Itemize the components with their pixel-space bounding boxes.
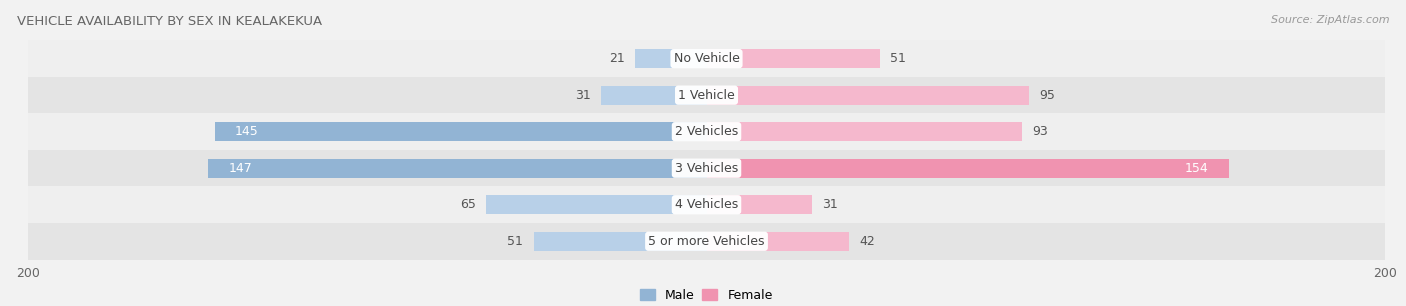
Text: 154: 154 — [1185, 162, 1209, 175]
Bar — [486, 195, 707, 214]
Text: 42: 42 — [859, 235, 875, 248]
Bar — [533, 232, 707, 251]
Text: 147: 147 — [228, 162, 252, 175]
Bar — [707, 49, 880, 68]
Bar — [208, 159, 707, 178]
Bar — [215, 122, 707, 141]
Bar — [28, 186, 1385, 223]
Bar — [636, 49, 707, 68]
Text: VEHICLE AVAILABILITY BY SEX IN KEALAKEKUA: VEHICLE AVAILABILITY BY SEX IN KEALAKEKU… — [17, 15, 322, 28]
Text: 93: 93 — [1032, 125, 1047, 138]
Bar — [28, 223, 1385, 259]
Bar — [707, 122, 1022, 141]
Text: 21: 21 — [609, 52, 626, 65]
Text: 51: 51 — [890, 52, 905, 65]
Text: 65: 65 — [460, 198, 475, 211]
Text: 145: 145 — [235, 125, 259, 138]
Text: Source: ZipAtlas.com: Source: ZipAtlas.com — [1271, 15, 1389, 25]
Legend: Male, Female: Male, Female — [636, 284, 778, 306]
Bar — [707, 86, 1029, 105]
Bar — [602, 86, 707, 105]
Text: 31: 31 — [575, 89, 591, 102]
Text: No Vehicle: No Vehicle — [673, 52, 740, 65]
Text: 1 Vehicle: 1 Vehicle — [678, 89, 735, 102]
Text: 51: 51 — [508, 235, 523, 248]
Bar — [28, 77, 1385, 114]
Text: 4 Vehicles: 4 Vehicles — [675, 198, 738, 211]
Bar — [28, 40, 1385, 77]
Bar — [28, 114, 1385, 150]
Text: 2 Vehicles: 2 Vehicles — [675, 125, 738, 138]
Bar — [707, 159, 1229, 178]
Text: 31: 31 — [823, 198, 838, 211]
Bar — [707, 195, 811, 214]
Text: 5 or more Vehicles: 5 or more Vehicles — [648, 235, 765, 248]
Text: 95: 95 — [1039, 89, 1054, 102]
Bar — [707, 232, 849, 251]
Text: 3 Vehicles: 3 Vehicles — [675, 162, 738, 175]
Bar — [28, 150, 1385, 186]
